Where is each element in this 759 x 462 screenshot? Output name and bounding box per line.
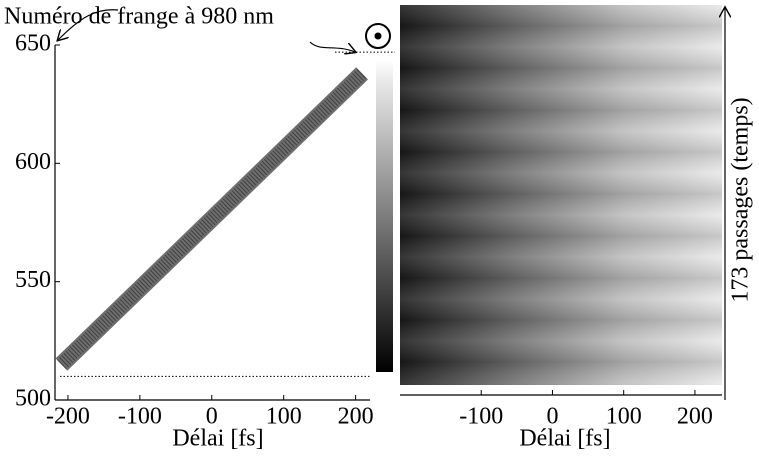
symbol — [365, 23, 391, 49]
x-tick-label: 100 — [606, 404, 642, 430]
colorbar — [376, 60, 393, 372]
annotation-arrow — [58, 9, 119, 40]
data-band-texture — [56, 68, 367, 370]
y-tick-label: 550 — [15, 267, 51, 293]
annotation-arrow — [309, 41, 355, 52]
x-axis-label: Délai [fs] — [519, 426, 610, 452]
annotation: Numéro de frange à 980 nm — [4, 4, 274, 30]
x-tick-label: 0 — [206, 404, 218, 430]
x-tick-label: 100 — [266, 404, 302, 430]
x-tick-label: -200 — [46, 404, 90, 430]
x-tick-label: 200 — [677, 404, 713, 430]
heatmap-stripes — [400, 5, 722, 385]
x-tick-label: 200 — [338, 404, 374, 430]
x-tick-label: 0 — [546, 404, 558, 430]
y-tick-label: 650 — [15, 31, 51, 57]
x-tick-label: -100 — [118, 404, 162, 430]
y-axis-label: 173 passages (temps) — [728, 97, 754, 302]
y-tick-label: 500 — [15, 386, 51, 412]
x-tick-label: -100 — [459, 404, 503, 430]
symbol — [374, 32, 382, 40]
data-band — [55, 67, 369, 371]
y-tick-label: 600 — [15, 149, 51, 175]
x-axis-label: Délai [fs] — [172, 426, 263, 452]
